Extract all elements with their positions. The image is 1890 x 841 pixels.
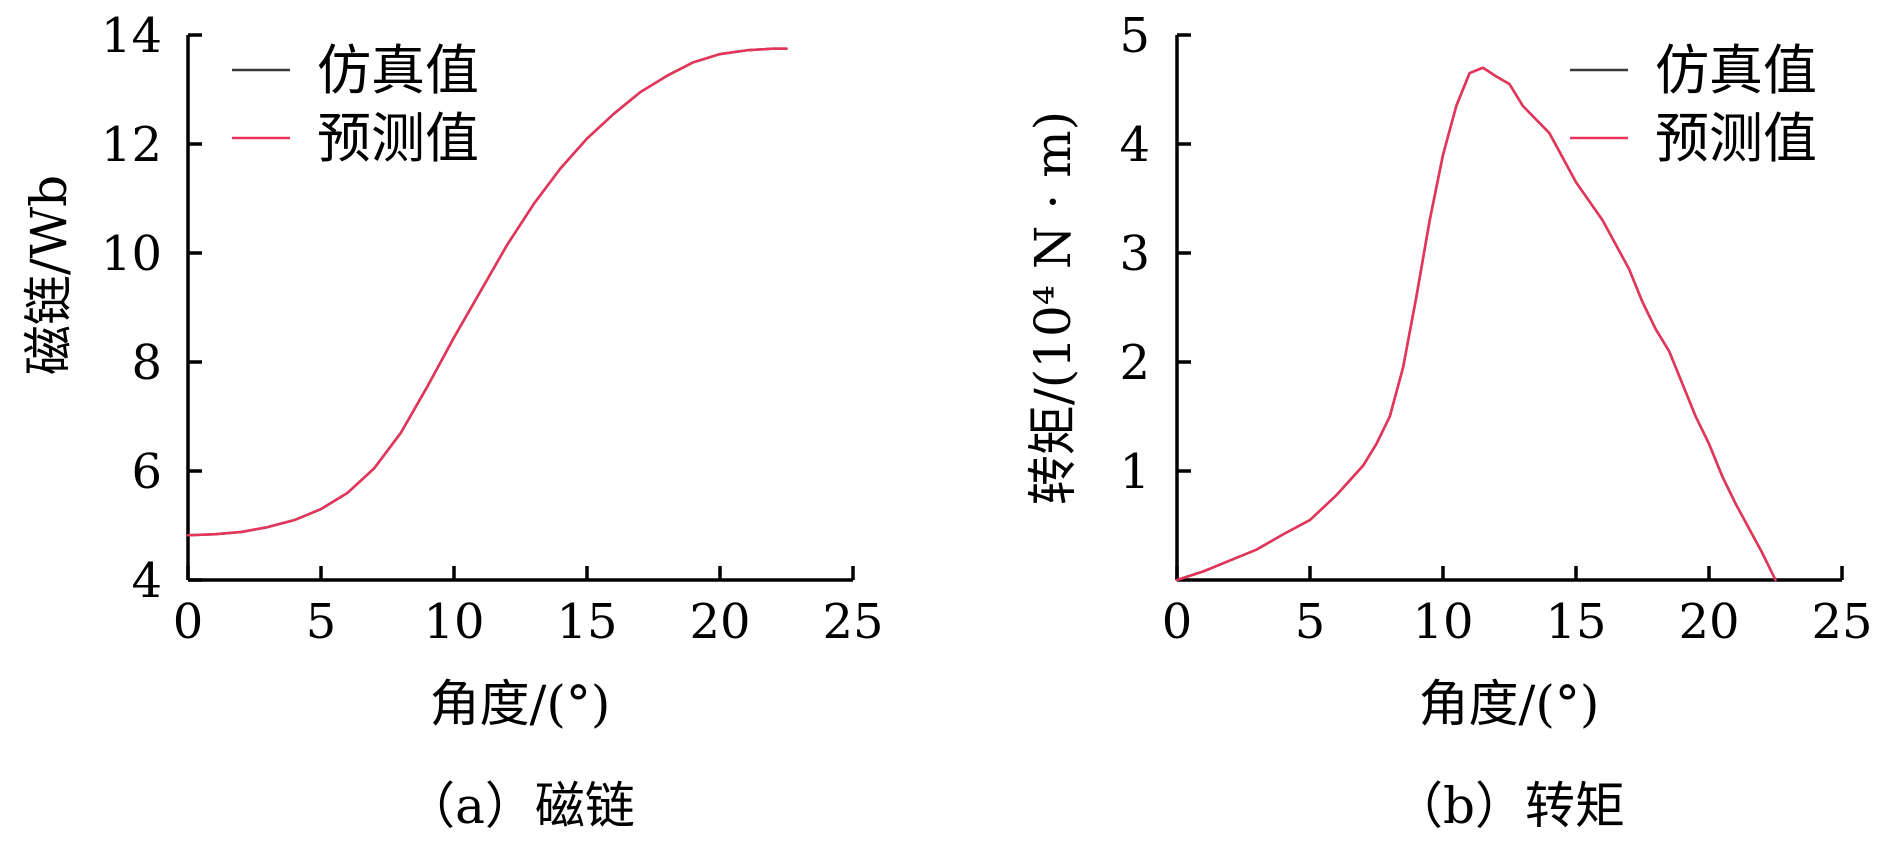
torque-x-tick-label: 5 [1295,594,1326,650]
torque-y-tick-label: 5 [1119,8,1150,64]
flux-x-axis-title: 角度/(°) [430,675,611,733]
torque-legend-label: 仿真值 [1655,39,1817,102]
torque-y-tick-label: 3 [1119,226,1150,282]
flux-y-tick-label: 4 [131,553,162,609]
torque-y-axis-title: 转矩/(10⁴ N · m) [1024,111,1082,505]
torque-x-tick-label: 10 [1412,594,1473,650]
flux-x-tick-label: 10 [423,594,484,650]
torque-y-tick-label: 1 [1119,444,1150,500]
torque-x-axis-title: 角度/(°) [1419,675,1600,733]
flux-legend-label: 预测值 [317,107,479,170]
flux-x-tick-label: 15 [556,594,617,650]
flux-x-tick-label: 20 [689,594,750,650]
flux-series-simulated-line [186,47,788,537]
flux-y-tick-label: 14 [101,8,162,64]
torque-x-tick-label: 0 [1162,594,1193,650]
flux-y-tick-label: 8 [131,335,162,391]
flux-legend-label: 仿真值 [317,39,479,102]
flux-x-tick-label: 25 [822,594,883,650]
flux-y-tick-label: 6 [131,444,162,500]
torque-legend-label: 预测值 [1655,107,1817,170]
flux-y-axis-title: 磁链/Wb [20,175,78,375]
torque-caption: （b）转矩 [1393,777,1625,835]
torque-x-tick-label: 15 [1545,594,1606,650]
torque-y-tick-label: 2 [1119,335,1150,391]
torque-y-tick-label: 4 [1119,117,1150,173]
flux-x-tick-label: 5 [306,594,337,650]
flux-y-tick-label: 10 [101,226,162,282]
flux-series-predicted-line [186,47,788,537]
flux-caption: （a）磁链 [405,777,635,835]
flux-x-tick-label: 0 [173,594,204,650]
torque-x-tick-label: 25 [1811,594,1872,650]
torque-x-tick-label: 20 [1678,594,1739,650]
torque-series-predicted-line [1175,66,1777,582]
flux-y-tick-label: 12 [101,117,162,173]
